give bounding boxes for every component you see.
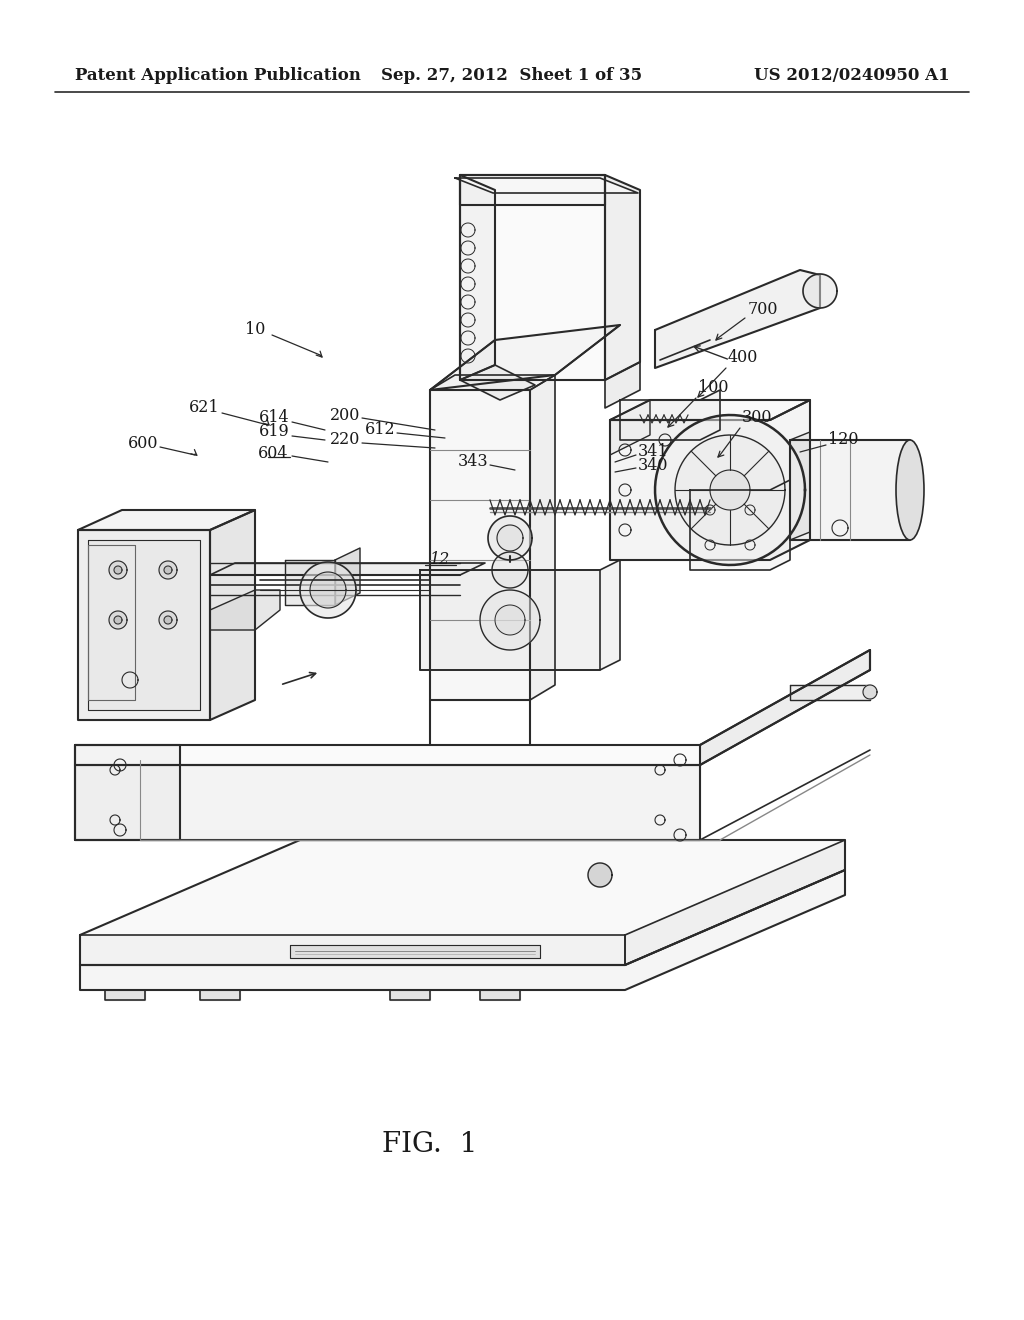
Polygon shape: [625, 840, 845, 965]
Polygon shape: [492, 552, 528, 587]
Text: Sep. 27, 2012  Sheet 1 of 35: Sep. 27, 2012 Sheet 1 of 35: [381, 66, 643, 83]
Polygon shape: [605, 362, 640, 408]
Text: 700: 700: [748, 301, 778, 318]
Polygon shape: [88, 540, 200, 710]
Polygon shape: [460, 176, 605, 205]
Polygon shape: [803, 275, 837, 308]
Polygon shape: [210, 590, 280, 630]
Polygon shape: [460, 366, 535, 400]
Polygon shape: [75, 766, 700, 840]
Polygon shape: [80, 870, 845, 990]
Polygon shape: [610, 400, 650, 455]
Polygon shape: [164, 566, 172, 574]
Ellipse shape: [896, 440, 924, 540]
Text: US 2012/0240950 A1: US 2012/0240950 A1: [755, 66, 950, 83]
Text: 12: 12: [430, 552, 451, 569]
Polygon shape: [497, 525, 523, 550]
Polygon shape: [480, 990, 520, 1001]
Polygon shape: [605, 176, 640, 380]
Polygon shape: [655, 271, 820, 368]
Polygon shape: [488, 516, 532, 560]
Polygon shape: [285, 560, 335, 605]
Polygon shape: [164, 616, 172, 624]
Polygon shape: [610, 400, 810, 420]
Polygon shape: [159, 561, 177, 579]
Polygon shape: [80, 935, 625, 965]
Polygon shape: [460, 176, 495, 380]
Polygon shape: [420, 560, 620, 671]
Polygon shape: [455, 178, 638, 193]
Polygon shape: [75, 744, 180, 840]
Polygon shape: [430, 389, 530, 700]
Polygon shape: [863, 685, 877, 700]
Polygon shape: [530, 375, 555, 700]
Polygon shape: [210, 510, 255, 719]
Text: 200: 200: [330, 407, 360, 424]
Text: FIG.  1: FIG. 1: [382, 1131, 477, 1159]
Polygon shape: [610, 400, 810, 560]
Polygon shape: [790, 440, 910, 540]
Polygon shape: [310, 572, 346, 609]
Polygon shape: [710, 470, 750, 510]
Text: 619: 619: [259, 424, 290, 441]
Polygon shape: [109, 611, 127, 630]
Polygon shape: [300, 562, 356, 618]
Polygon shape: [420, 570, 600, 671]
Polygon shape: [430, 375, 555, 389]
Text: 100: 100: [698, 380, 728, 396]
Polygon shape: [335, 548, 360, 605]
Polygon shape: [75, 649, 870, 766]
Polygon shape: [480, 590, 540, 649]
Polygon shape: [80, 840, 845, 965]
Text: 600: 600: [128, 434, 158, 451]
Text: 621: 621: [189, 400, 220, 417]
Text: 340: 340: [638, 457, 669, 474]
Polygon shape: [620, 389, 720, 440]
Polygon shape: [655, 414, 805, 565]
Text: 343: 343: [458, 454, 488, 470]
Text: 614: 614: [259, 409, 290, 426]
Polygon shape: [588, 863, 612, 887]
Polygon shape: [390, 990, 430, 1001]
Polygon shape: [290, 945, 540, 958]
Text: 612: 612: [365, 421, 395, 438]
Text: 220: 220: [330, 432, 360, 449]
Text: 300: 300: [742, 409, 772, 426]
Polygon shape: [210, 564, 485, 576]
Polygon shape: [114, 566, 122, 574]
Polygon shape: [495, 605, 525, 635]
Polygon shape: [78, 531, 210, 719]
Polygon shape: [114, 616, 122, 624]
Text: 604: 604: [257, 445, 288, 462]
Text: 10: 10: [245, 322, 265, 338]
Polygon shape: [460, 176, 605, 380]
Polygon shape: [690, 480, 790, 570]
Polygon shape: [105, 990, 145, 1001]
Polygon shape: [675, 436, 785, 545]
Polygon shape: [78, 510, 255, 531]
Text: 400: 400: [728, 350, 759, 367]
Polygon shape: [159, 611, 177, 630]
Polygon shape: [700, 649, 870, 766]
Polygon shape: [200, 990, 240, 1001]
Polygon shape: [790, 685, 870, 700]
Text: 341: 341: [638, 444, 669, 461]
Text: Patent Application Publication: Patent Application Publication: [75, 66, 360, 83]
Polygon shape: [790, 432, 810, 540]
Polygon shape: [109, 561, 127, 579]
Polygon shape: [430, 325, 620, 389]
Text: 120: 120: [828, 432, 858, 449]
